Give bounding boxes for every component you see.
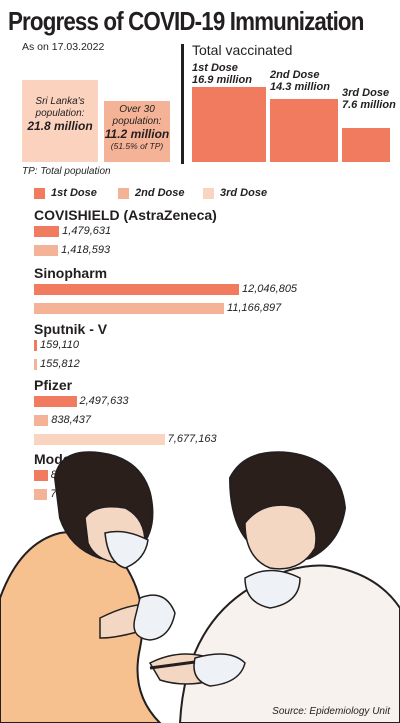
vaccine-name: COVISHIELD (AstraZeneca) <box>34 207 217 223</box>
dose1-total-bar <box>192 87 266 162</box>
bar-1st-dose <box>34 340 37 351</box>
dose2-total-label: 2nd Dose 14.3 million <box>270 69 330 93</box>
legend-swatch <box>34 187 45 199</box>
legend-item-dose1: 1st Dose <box>34 187 97 199</box>
source-credit: Source: Epidemiology Unit <box>272 706 390 717</box>
legend-item-dose2: 2nd Dose <box>118 187 185 199</box>
divider <box>181 44 184 164</box>
bar-1st-dose <box>34 226 60 237</box>
bar-3rd-dose <box>34 434 165 445</box>
dose2-total-bar <box>270 98 338 162</box>
dose3-total-bar <box>342 128 390 162</box>
vaccine-name: Sputnik - V <box>34 321 108 337</box>
over30-percent: (51.5% of TP) <box>110 141 164 151</box>
bar-value-label: 12,046,805 <box>242 283 298 295</box>
legend-item-dose3: 3rd Dose <box>203 187 267 199</box>
bar-1st-dose <box>34 396 77 407</box>
legend-label: 2nd Dose <box>135 187 185 199</box>
over30-value: 11.2 million <box>104 127 170 141</box>
nurse-figure <box>148 451 400 723</box>
bar-value-label: 7,677,163 <box>167 433 217 445</box>
population-value: 21.8 million <box>27 119 93 133</box>
bar-value-label: 838,437 <box>51 414 92 426</box>
bar-1st-dose <box>34 284 239 295</box>
bar-value-label: 2,497,633 <box>79 395 129 407</box>
vaccination-illustration <box>0 451 400 723</box>
bar-value-label: 1,479,631 <box>62 225 112 237</box>
vaccine-name: Pfizer <box>34 377 73 393</box>
over30-label: Over 30 population: <box>112 104 162 127</box>
legend-label: 3rd Dose <box>220 187 268 199</box>
bar-2nd-dose <box>34 415 49 426</box>
as-of-date: As on 17.03.2022 <box>22 41 105 53</box>
population-label: Sri Lanka's population: <box>35 96 85 119</box>
legend-swatch <box>203 187 214 199</box>
legend-swatch <box>118 187 129 199</box>
bar-2nd-dose <box>34 489 48 500</box>
bar-2nd-dose <box>34 245 59 256</box>
legend-label: 1st Dose <box>51 187 97 199</box>
bar-value-label: 1,418,593 <box>61 244 111 256</box>
population-box-over-30: Over 30 population: 11.2 million (51.5% … <box>104 101 170 162</box>
bar-value-label: 11,166,897 <box>227 302 282 314</box>
patient-figure <box>0 451 176 723</box>
bar-value-label: 155,812 <box>40 358 80 370</box>
bar-value-label: 159,110 <box>40 339 79 351</box>
vaccine-name: Sinopharm <box>34 265 108 281</box>
population-box-sri-lanka: Sri Lanka's population: 21.8 million <box>22 80 98 162</box>
bar-1st-dose <box>34 470 48 481</box>
bar-2nd-dose <box>34 303 225 314</box>
page-title: Progress of COVID-19 Immunization <box>8 6 364 36</box>
tp-note: TP: Total population <box>22 166 111 177</box>
dose3-total-label: 3rd Dose 7.6 million <box>342 87 396 111</box>
total-vaccinated-label: Total vaccinated <box>192 42 293 58</box>
bar-2nd-dose <box>34 359 37 370</box>
dose1-total-label: 1st Dose 16.9 million <box>192 62 252 86</box>
